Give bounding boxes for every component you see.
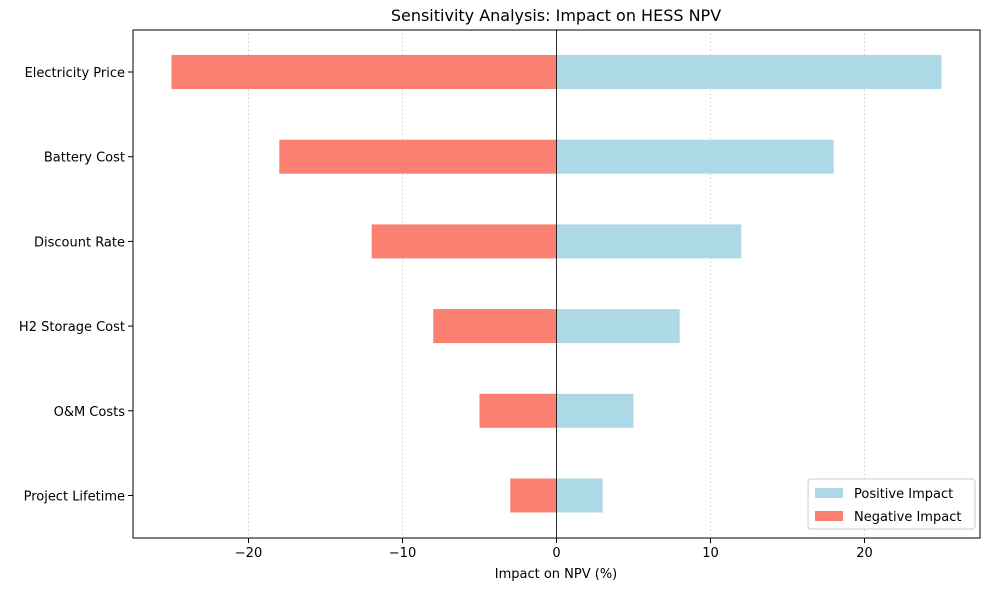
y-axis-ticks: Electricity Price Battery Cost Discount Ra…	[19, 66, 133, 505]
x-tick-label: 0	[552, 546, 560, 561]
positive-bar	[556, 55, 942, 89]
negative-bar	[171, 55, 557, 89]
negative-bar	[479, 393, 557, 428]
legend-label-positive: Positive Impact	[854, 487, 953, 502]
x-tick-label: 10	[702, 546, 719, 561]
legend-swatch-negative	[815, 511, 843, 521]
y-tick-label: H2 Storage Cost	[19, 320, 125, 335]
negative-bar	[279, 139, 557, 174]
legend-swatch-positive	[815, 488, 843, 498]
x-tick-label: −10	[389, 546, 416, 561]
x-tick-label: −20	[235, 546, 262, 561]
legend: Positive Impact Negative Impact	[807, 478, 976, 530]
bars	[171, 55, 942, 513]
x-tick-label: 20	[856, 546, 873, 561]
negative-bar	[371, 224, 557, 259]
y-tick-label: Discount Rate	[34, 235, 125, 250]
negative-bar	[510, 478, 557, 513]
legend-label-negative: Negative Impact	[854, 510, 961, 525]
positive-bar	[556, 309, 680, 344]
chart-title: Sensitivity Analysis: Impact on HESS NPV	[391, 6, 721, 25]
y-tick-label: Battery Cost	[44, 151, 125, 166]
y-tick-label: Electricity Price	[25, 66, 125, 81]
positive-bar	[556, 139, 834, 174]
positive-bar	[556, 224, 742, 259]
positive-bar	[556, 393, 634, 428]
y-tick-label: O&M Costs	[54, 405, 126, 420]
legend-box	[807, 478, 976, 530]
x-axis-label: Impact on NPV (%)	[495, 567, 618, 582]
y-tick-label: Project Lifetime	[24, 490, 125, 505]
positive-bar	[556, 478, 603, 513]
negative-bar	[433, 309, 557, 344]
x-axis-ticks: −20 −10 0 10 20	[235, 538, 873, 561]
